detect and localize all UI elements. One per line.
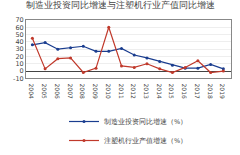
svg-text:40: 40 <box>15 38 23 46</box>
svg-text:2007: 2007 <box>67 84 74 99</box>
svg-text:2014: 2014 <box>156 84 163 99</box>
svg-text:2006: 2006 <box>54 84 61 99</box>
svg-text:-10: -10 <box>13 75 24 83</box>
svg-text:2011: 2011 <box>118 84 125 99</box>
svg-text:2019: 2019 <box>219 84 226 99</box>
svg-text:10: 10 <box>15 60 23 68</box>
svg-text:制造业投资同比增速与注塑机行业产值同比增速: 制造业投资同比增速与注塑机行业产值同比增速 <box>26 0 215 10</box>
svg-text:2008: 2008 <box>79 84 86 99</box>
svg-text:2013: 2013 <box>143 84 150 99</box>
svg-text:2017: 2017 <box>194 84 201 99</box>
svg-text:2012: 2012 <box>130 84 137 99</box>
svg-text:70: 70 <box>15 16 23 24</box>
svg-text:2016: 2016 <box>181 84 188 99</box>
svg-text:2010: 2010 <box>105 84 112 99</box>
svg-text:30: 30 <box>15 45 23 53</box>
svg-text:2018: 2018 <box>207 84 214 99</box>
svg-text:50: 50 <box>15 31 23 39</box>
svg-text:2005: 2005 <box>41 84 48 99</box>
svg-text:2015: 2015 <box>168 84 175 99</box>
svg-text:2009: 2009 <box>92 84 99 99</box>
svg-text:0: 0 <box>20 67 24 75</box>
svg-text:2004: 2004 <box>28 84 35 99</box>
svg-text:注塑机行业产值增速（%）: 注塑机行业产值增速（%） <box>104 137 187 145</box>
svg-text:20: 20 <box>15 53 23 61</box>
svg-text:制造业投资同比增速（%）: 制造业投资同比增速（%） <box>104 118 187 126</box>
svg-text:60: 60 <box>15 24 23 32</box>
